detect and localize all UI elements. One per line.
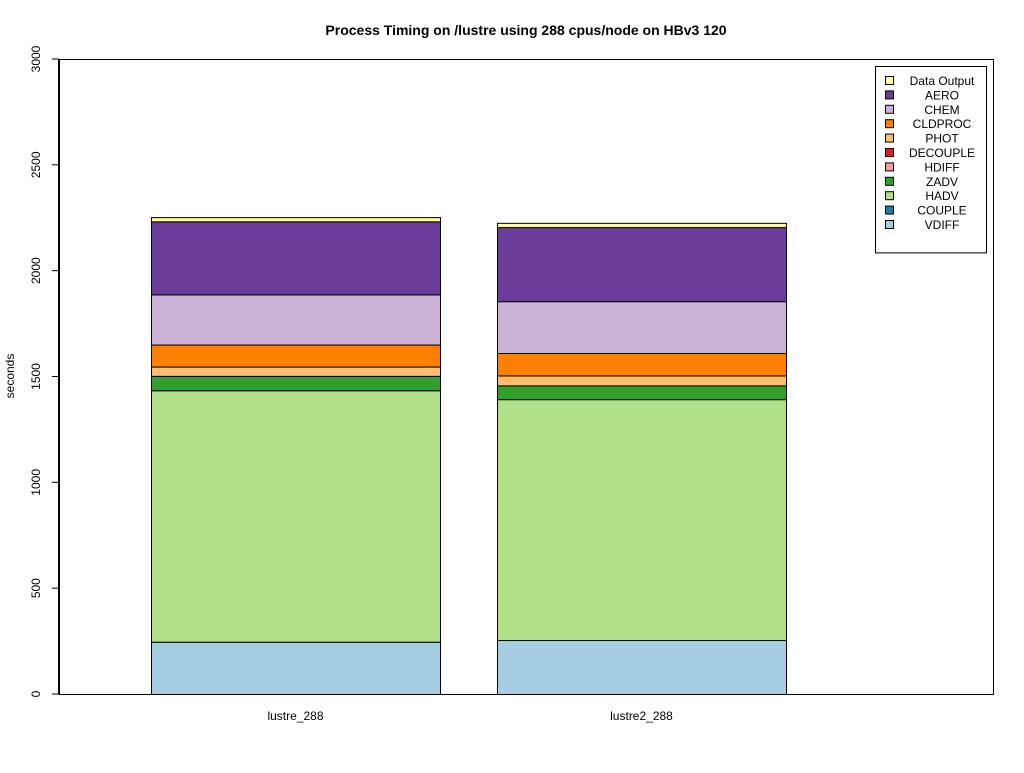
legend-label: COUPLE [917,204,966,218]
bars [151,217,787,696]
y-tick-label: 1000 [29,469,43,496]
bar-segment [497,227,787,303]
legend-label: Data Output [910,74,975,88]
bar-segment [497,640,787,696]
bar-segment [151,221,441,296]
chart-title: Process Timing on /lustre using 288 cpus… [325,22,726,38]
legend-swatch [885,148,894,157]
y-tick-label: 2500 [29,151,43,178]
legend-swatch [885,220,894,229]
bar-segment [151,366,441,377]
x-axis: lustre_288 lustre2_288 [267,709,673,723]
legend-label: AERO [925,88,959,102]
legend-label: HDIFF [924,160,959,174]
legend-swatch [885,76,894,85]
legend-label: PHOT [925,132,959,146]
bar-segment [151,641,441,695]
y-axis: 0 500 1000 1500 2000 2500 3000 [29,45,59,697]
y-tick-label: 0 [29,690,43,697]
legend-swatch [885,191,894,201]
bar-segment [497,222,787,229]
bar-segment [497,399,787,642]
legend-swatch [885,176,894,186]
legend-swatch [885,162,894,172]
bar-segment [497,375,787,387]
bar-segment [151,344,441,368]
y-tick-label: 3000 [29,45,43,72]
legend-label: VDIFF [925,218,960,232]
legend-label: HADV [925,189,958,203]
legend-label: CLDPROC [913,117,972,131]
bar-segment [151,217,441,223]
bar-segment [151,294,441,346]
bar-segment [497,301,787,355]
bar-segment [497,353,787,377]
y-tick-label: 500 [29,578,43,598]
legend-swatch [885,104,894,114]
bar-segment [151,375,441,392]
legend-swatch [885,119,894,129]
y-tick-label: 2000 [29,257,43,284]
x-tick-label: lustre_288 [267,709,323,723]
legend-swatch [885,133,894,143]
legend-label: ZADV [926,175,958,189]
legend-label: CHEM [924,103,959,117]
x-tick-label: lustre2_288 [610,709,673,723]
legend-swatch [885,90,894,100]
bar-segment [497,385,787,401]
y-axis-label: seconds [3,354,17,399]
y-tick-label: 1500 [29,363,43,390]
bar-segment [151,390,441,643]
legend-label: DECOUPLE [909,146,975,160]
legend: Data OutputAEROCHEMCLDPROCPHOTDECOUPLEHD… [875,66,987,254]
legend-swatch [885,205,894,215]
